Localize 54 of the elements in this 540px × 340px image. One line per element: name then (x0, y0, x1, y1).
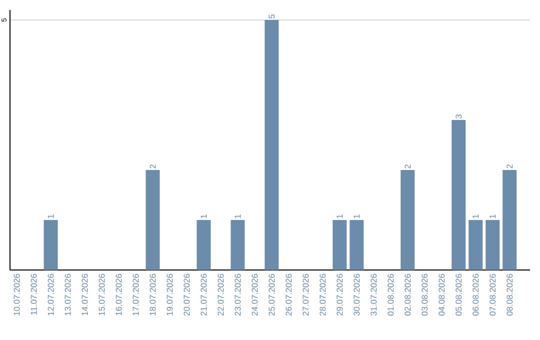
data-label: 2 (404, 164, 411, 168)
x-tick-label: 11.07.2026 (30, 274, 37, 315)
data-label: 3 (456, 114, 462, 118)
data-label: 1 (48, 214, 54, 218)
x-tick-label: 19.07.2026 (166, 274, 173, 316)
x-tick-label: 31.07.2026 (370, 274, 377, 316)
bar (196, 220, 211, 270)
x-tick-label: 29.07.2026 (336, 274, 343, 316)
x-tick-label: 12.07.2026 (48, 274, 54, 316)
bar (44, 220, 58, 270)
bar (332, 220, 347, 270)
x-tick-label: 30.07.2026 (354, 274, 360, 316)
x-tick-label: 06.08.2026 (472, 274, 479, 316)
x-tick-label: 28.07.2026 (320, 274, 326, 316)
bar (350, 220, 364, 270)
data-label: 1 (200, 214, 207, 218)
bar (264, 20, 279, 270)
data-label: 1 (354, 214, 360, 218)
bar (468, 220, 483, 270)
data-label: 2 (150, 164, 156, 168)
x-tick-label: 07.08.2026 (490, 274, 496, 316)
bar (230, 220, 245, 270)
data-label: 5 (268, 14, 275, 18)
x-tick-label: 18.07.2026 (150, 274, 156, 316)
x-tick-label: 20.07.2026 (184, 274, 190, 316)
x-tick-label: 22.07.2026 (218, 274, 224, 316)
x-tick-label: 14.07.2026 (82, 274, 88, 316)
x-tick-label: 25.07.2026 (268, 274, 275, 316)
x-tick-label: 26.07.2026 (286, 274, 292, 316)
x-tick-label: 23.07.2026 (234, 274, 241, 316)
x-tick-label: 05.08.2026 (456, 274, 462, 316)
bar (502, 170, 517, 270)
x-tick-label: 02.08.2026 (404, 274, 411, 316)
x-tick-label: 16.07.2026 (116, 274, 122, 316)
x-tick-label: 03.08.2026 (422, 274, 428, 316)
data-label: 1 (490, 214, 496, 218)
bar (400, 170, 415, 270)
x-tick-label: 08.08.2026 (506, 274, 513, 316)
data-label: 1 (234, 214, 241, 218)
data-label: 2 (506, 164, 513, 168)
data-label: 1 (336, 214, 343, 218)
x-tick-label: 24.07.2026 (252, 274, 258, 316)
x-tick-label: 10.07.2026 (14, 274, 20, 316)
bar (452, 120, 466, 270)
bar (146, 170, 160, 270)
x-tick-label: 13.07.2026 (64, 274, 71, 316)
bar (486, 220, 500, 270)
x-tick-label: 27.07.2026 (302, 274, 309, 316)
x-tick-label: 21.07.2026 (200, 274, 207, 316)
x-tick-label: 01.08.2026 (388, 274, 394, 316)
x-tick-label: 17.07.2026 (132, 274, 139, 316)
x-tick-label: 04.08.2026 (438, 274, 445, 316)
data-label: 1 (472, 214, 479, 218)
x-tick-label: 15.07.2026 (98, 274, 105, 316)
